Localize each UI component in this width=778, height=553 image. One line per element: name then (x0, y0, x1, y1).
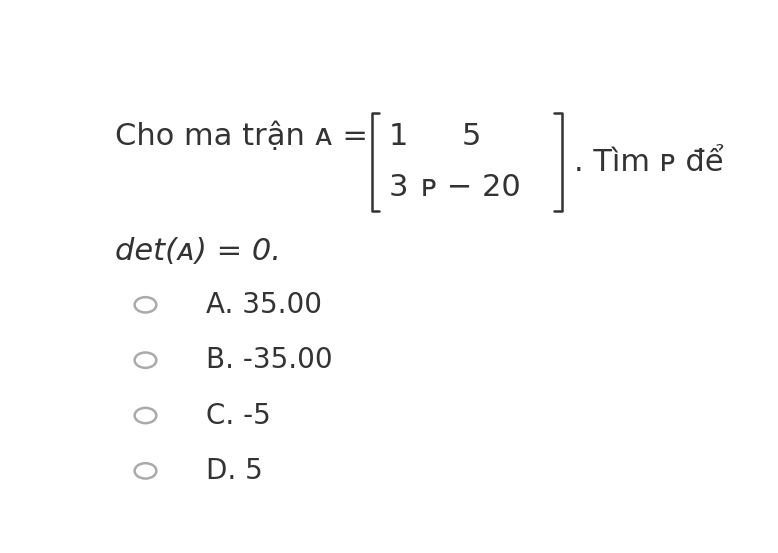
Text: D. 5: D. 5 (205, 457, 262, 485)
Text: C. -5: C. -5 (205, 401, 271, 430)
Text: Cho ma trận ᴀ =: Cho ma trận ᴀ = (115, 122, 368, 151)
Text: 5: 5 (461, 122, 481, 151)
Text: det(ᴀ) = 0.: det(ᴀ) = 0. (115, 237, 282, 265)
Text: A. 35.00: A. 35.00 (205, 291, 322, 319)
Text: ᴘ − 20: ᴘ − 20 (421, 173, 521, 202)
Text: B. -35.00: B. -35.00 (205, 346, 332, 374)
Text: 3: 3 (389, 173, 408, 202)
Text: 1: 1 (389, 122, 408, 151)
Text: . Tìm ᴘ để: . Tìm ᴘ để (573, 148, 724, 176)
